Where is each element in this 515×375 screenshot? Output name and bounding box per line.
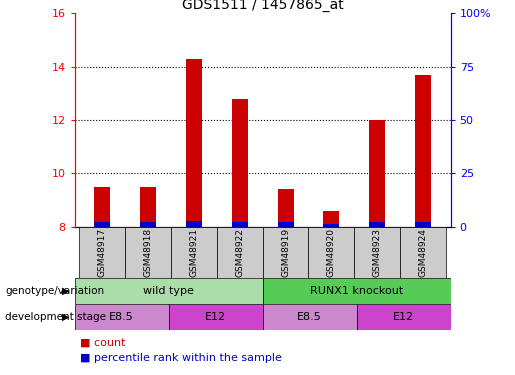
Bar <box>369 120 385 227</box>
Bar <box>232 222 248 227</box>
Bar <box>263 227 308 278</box>
Bar <box>308 227 354 278</box>
Bar <box>75 278 263 304</box>
Text: E12: E12 <box>393 312 414 322</box>
Bar <box>171 227 217 278</box>
Bar <box>94 222 110 227</box>
Bar <box>354 227 400 278</box>
Bar <box>186 221 202 227</box>
Bar <box>356 304 451 330</box>
Bar <box>278 222 294 227</box>
Text: GSM48924: GSM48924 <box>419 228 427 277</box>
Bar <box>415 222 431 227</box>
Bar <box>79 227 125 278</box>
Bar <box>75 304 168 330</box>
Bar <box>263 304 356 330</box>
Text: E8.5: E8.5 <box>297 312 322 322</box>
Text: ▶: ▶ <box>62 286 69 296</box>
Text: E12: E12 <box>205 312 226 322</box>
Bar <box>415 75 431 227</box>
Text: ▶: ▶ <box>62 312 69 322</box>
Text: development stage: development stage <box>5 312 106 322</box>
Bar <box>168 304 263 330</box>
Text: wild type: wild type <box>143 286 194 296</box>
Bar <box>278 189 294 227</box>
Bar <box>140 187 156 227</box>
Bar <box>400 227 446 278</box>
Bar <box>263 278 451 304</box>
Text: RUNX1 knockout: RUNX1 knockout <box>310 286 403 296</box>
Text: GSM48921: GSM48921 <box>190 228 198 277</box>
Bar <box>323 224 339 227</box>
Bar <box>217 227 263 278</box>
Bar <box>94 187 110 227</box>
Bar <box>232 99 248 227</box>
Text: ■ percentile rank within the sample: ■ percentile rank within the sample <box>80 353 282 363</box>
Text: GSM48919: GSM48919 <box>281 228 290 277</box>
Text: GSM48918: GSM48918 <box>144 228 152 277</box>
Text: GSM48917: GSM48917 <box>98 228 107 277</box>
Text: GSM48923: GSM48923 <box>373 228 382 277</box>
Text: GSM48920: GSM48920 <box>327 228 336 277</box>
Bar <box>323 211 339 227</box>
Bar <box>140 222 156 227</box>
Text: genotype/variation: genotype/variation <box>5 286 104 296</box>
Text: ■ count: ■ count <box>80 338 125 348</box>
Title: GDS1511 / 1457865_at: GDS1511 / 1457865_at <box>182 0 344 12</box>
Bar <box>186 58 202 227</box>
Bar <box>125 227 171 278</box>
Text: GSM48922: GSM48922 <box>235 228 244 277</box>
Text: E8.5: E8.5 <box>109 312 134 322</box>
Bar <box>369 222 385 227</box>
